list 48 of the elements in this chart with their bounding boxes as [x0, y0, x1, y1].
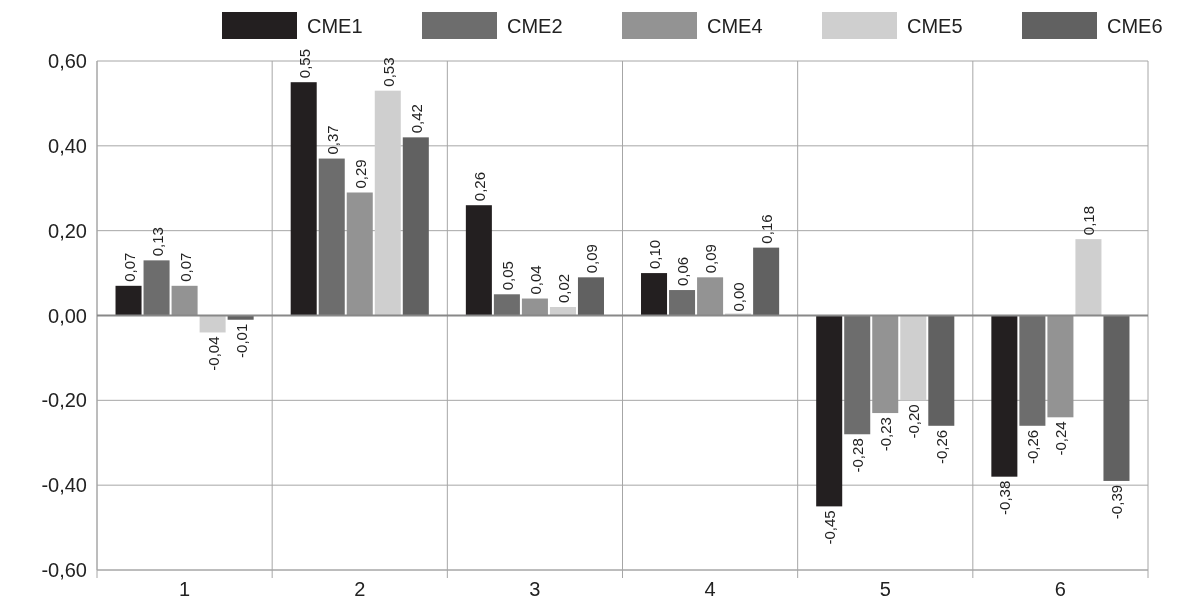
data-label: 0,37 — [323, 125, 341, 155]
data-label: -0,20 — [905, 404, 923, 439]
data-label: 0,07 — [176, 252, 194, 282]
data-label: -0,38 — [996, 480, 1014, 515]
x-tick-label: 1 — [179, 578, 191, 600]
data-label: -0,26 — [1024, 429, 1042, 464]
data-label: 0,16 — [758, 214, 776, 244]
y-tick-label: -0,20 — [41, 389, 87, 412]
x-tick-label: 3 — [529, 578, 541, 600]
x-tick-label: 5 — [879, 578, 891, 600]
data-label: 0,06 — [674, 256, 692, 287]
data-label: 0,05 — [498, 261, 516, 291]
data-label: 0,02 — [554, 273, 572, 304]
legend-label: CME6 — [1107, 15, 1163, 37]
legend-label: CME4 — [707, 15, 763, 37]
y-tick-label: -0,60 — [41, 559, 87, 581]
y-tick-label: 0,20 — [48, 219, 87, 242]
data-label: -0,45 — [821, 510, 839, 545]
data-label: 0,00 — [730, 282, 748, 312]
y-tick-label: 0,00 — [48, 304, 87, 327]
x-tick-label: 4 — [704, 578, 716, 600]
data-label: 0,04 — [526, 265, 544, 295]
data-label: -0,39 — [1108, 484, 1126, 520]
data-label: 0,42 — [407, 104, 425, 134]
data-label: -0,26 — [933, 429, 951, 464]
y-tick-label: 0,60 — [48, 50, 87, 72]
data-label: 0,09 — [582, 244, 600, 274]
data-label: 0,26 — [470, 172, 488, 202]
data-label: -0,28 — [849, 438, 867, 473]
y-tick-label: -0,40 — [41, 474, 87, 497]
data-label: 0,09 — [702, 244, 720, 274]
legend-label: CME2 — [507, 15, 563, 37]
data-label: -0,24 — [1052, 421, 1070, 456]
data-label: -0,23 — [877, 417, 895, 452]
data-label: -0,01 — [232, 323, 250, 358]
data-label: 0,07 — [120, 252, 138, 282]
data-label: 0,55 — [295, 49, 313, 79]
data-label: -0,04 — [204, 336, 222, 371]
data-label: 0,53 — [379, 57, 397, 87]
data-label: 0,29 — [351, 159, 369, 189]
data-label: 0,10 — [646, 239, 664, 270]
legend-label: CME5 — [907, 15, 963, 37]
x-tick-label: 2 — [354, 578, 366, 600]
data-label: 0,18 — [1080, 205, 1098, 236]
legend-label: CME1 — [307, 15, 363, 37]
x-tick-label: 6 — [1054, 578, 1066, 600]
y-tick-label: 0,40 — [48, 134, 87, 157]
data-label: 0,13 — [148, 227, 166, 257]
